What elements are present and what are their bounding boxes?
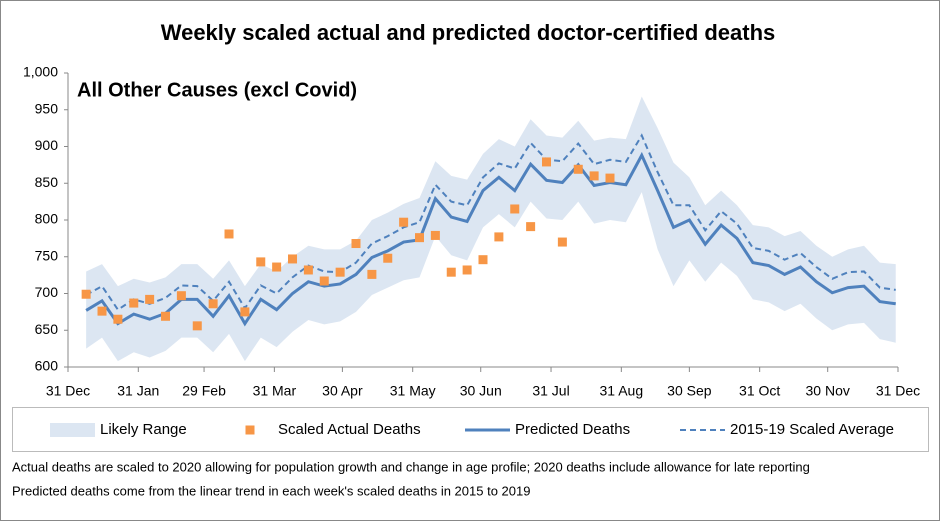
legend-label: 2015-19 Scaled Average — [730, 421, 894, 438]
actual-marker — [335, 267, 345, 277]
actual-marker — [303, 265, 313, 275]
y-tick-label: 750 — [35, 247, 59, 263]
x-tick-label: 31 May — [390, 383, 436, 399]
actual-marker — [81, 289, 91, 299]
actual-marker — [272, 262, 282, 272]
y-tick-label: 700 — [35, 284, 59, 300]
actual-marker — [415, 233, 425, 243]
actual-marker — [113, 314, 123, 324]
footnote: Actual deaths are scaled to 2020 allowin… — [12, 459, 810, 474]
x-tick-label: 31 Dec — [46, 383, 90, 399]
x-tick-label: 31 Jul — [532, 383, 569, 399]
actual-marker — [510, 204, 520, 214]
actual-marker — [383, 253, 393, 263]
actual-marker — [145, 294, 155, 304]
average-line — [85, 133, 896, 312]
likely-range-band — [86, 96, 896, 362]
legend-swatch — [245, 425, 255, 435]
y-tick-label: 800 — [35, 211, 59, 227]
actual-marker — [399, 217, 409, 227]
actual-marker — [97, 306, 107, 316]
x-tick-label: 30 Nov — [806, 383, 850, 399]
legend-box — [12, 407, 929, 452]
x-tick-label: 31 Dec — [876, 383, 920, 399]
x-tick-label: 30 Jun — [460, 383, 502, 399]
chart-title: Weekly scaled actual and predicted docto… — [161, 20, 776, 45]
actual-marker — [589, 171, 599, 181]
actual-marker — [541, 157, 551, 167]
actual-marker — [557, 237, 567, 247]
actual-marker — [446, 267, 456, 277]
y-tick-label: 900 — [35, 137, 59, 153]
x-tick-label: 31 Aug — [600, 383, 644, 399]
actual-marker — [176, 291, 186, 301]
y-tick-label: 650 — [35, 321, 59, 337]
y-tick-label: 850 — [35, 174, 59, 190]
y-tick-label: 1,000 — [23, 64, 58, 80]
actual-marker — [494, 232, 504, 242]
legend-label: Scaled Actual Deaths — [278, 421, 421, 438]
legend-swatch — [50, 423, 95, 437]
actual-marker — [208, 299, 218, 309]
actual-marker — [462, 265, 472, 275]
actual-marker — [161, 311, 171, 321]
actual-marker — [240, 307, 250, 317]
actual-marker — [573, 164, 583, 174]
y-tick-label: 600 — [35, 358, 59, 374]
x-tick-label: 31 Jan — [117, 383, 159, 399]
x-tick-label: 31 Mar — [253, 383, 297, 399]
footnote: Predicted deaths come from the linear tr… — [12, 483, 530, 498]
actual-marker — [478, 255, 488, 265]
actual-marker — [351, 239, 361, 249]
legend-label: Predicted Deaths — [515, 421, 630, 438]
x-tick-label: 31 Oct — [739, 383, 780, 399]
panel-label: All Other Causes (excl Covid) — [77, 79, 357, 101]
actual-marker — [192, 321, 202, 331]
actual-marker — [367, 269, 377, 279]
actual-marker — [224, 229, 234, 239]
x-tick-label: 30 Sep — [667, 383, 712, 399]
actual-marker — [430, 230, 440, 240]
actual-marker — [526, 222, 536, 232]
x-tick-label: 29 Feb — [182, 383, 226, 399]
y-tick-label: 950 — [35, 100, 59, 116]
actual-marker — [129, 298, 139, 308]
actual-marker — [256, 257, 266, 267]
legend-label: Likely Range — [100, 421, 187, 438]
actual-marker — [605, 173, 615, 183]
predicted-line — [85, 151, 896, 327]
actual-marker — [288, 254, 298, 264]
x-tick-label: 30 Apr — [322, 383, 363, 399]
actual-marker — [319, 276, 329, 286]
